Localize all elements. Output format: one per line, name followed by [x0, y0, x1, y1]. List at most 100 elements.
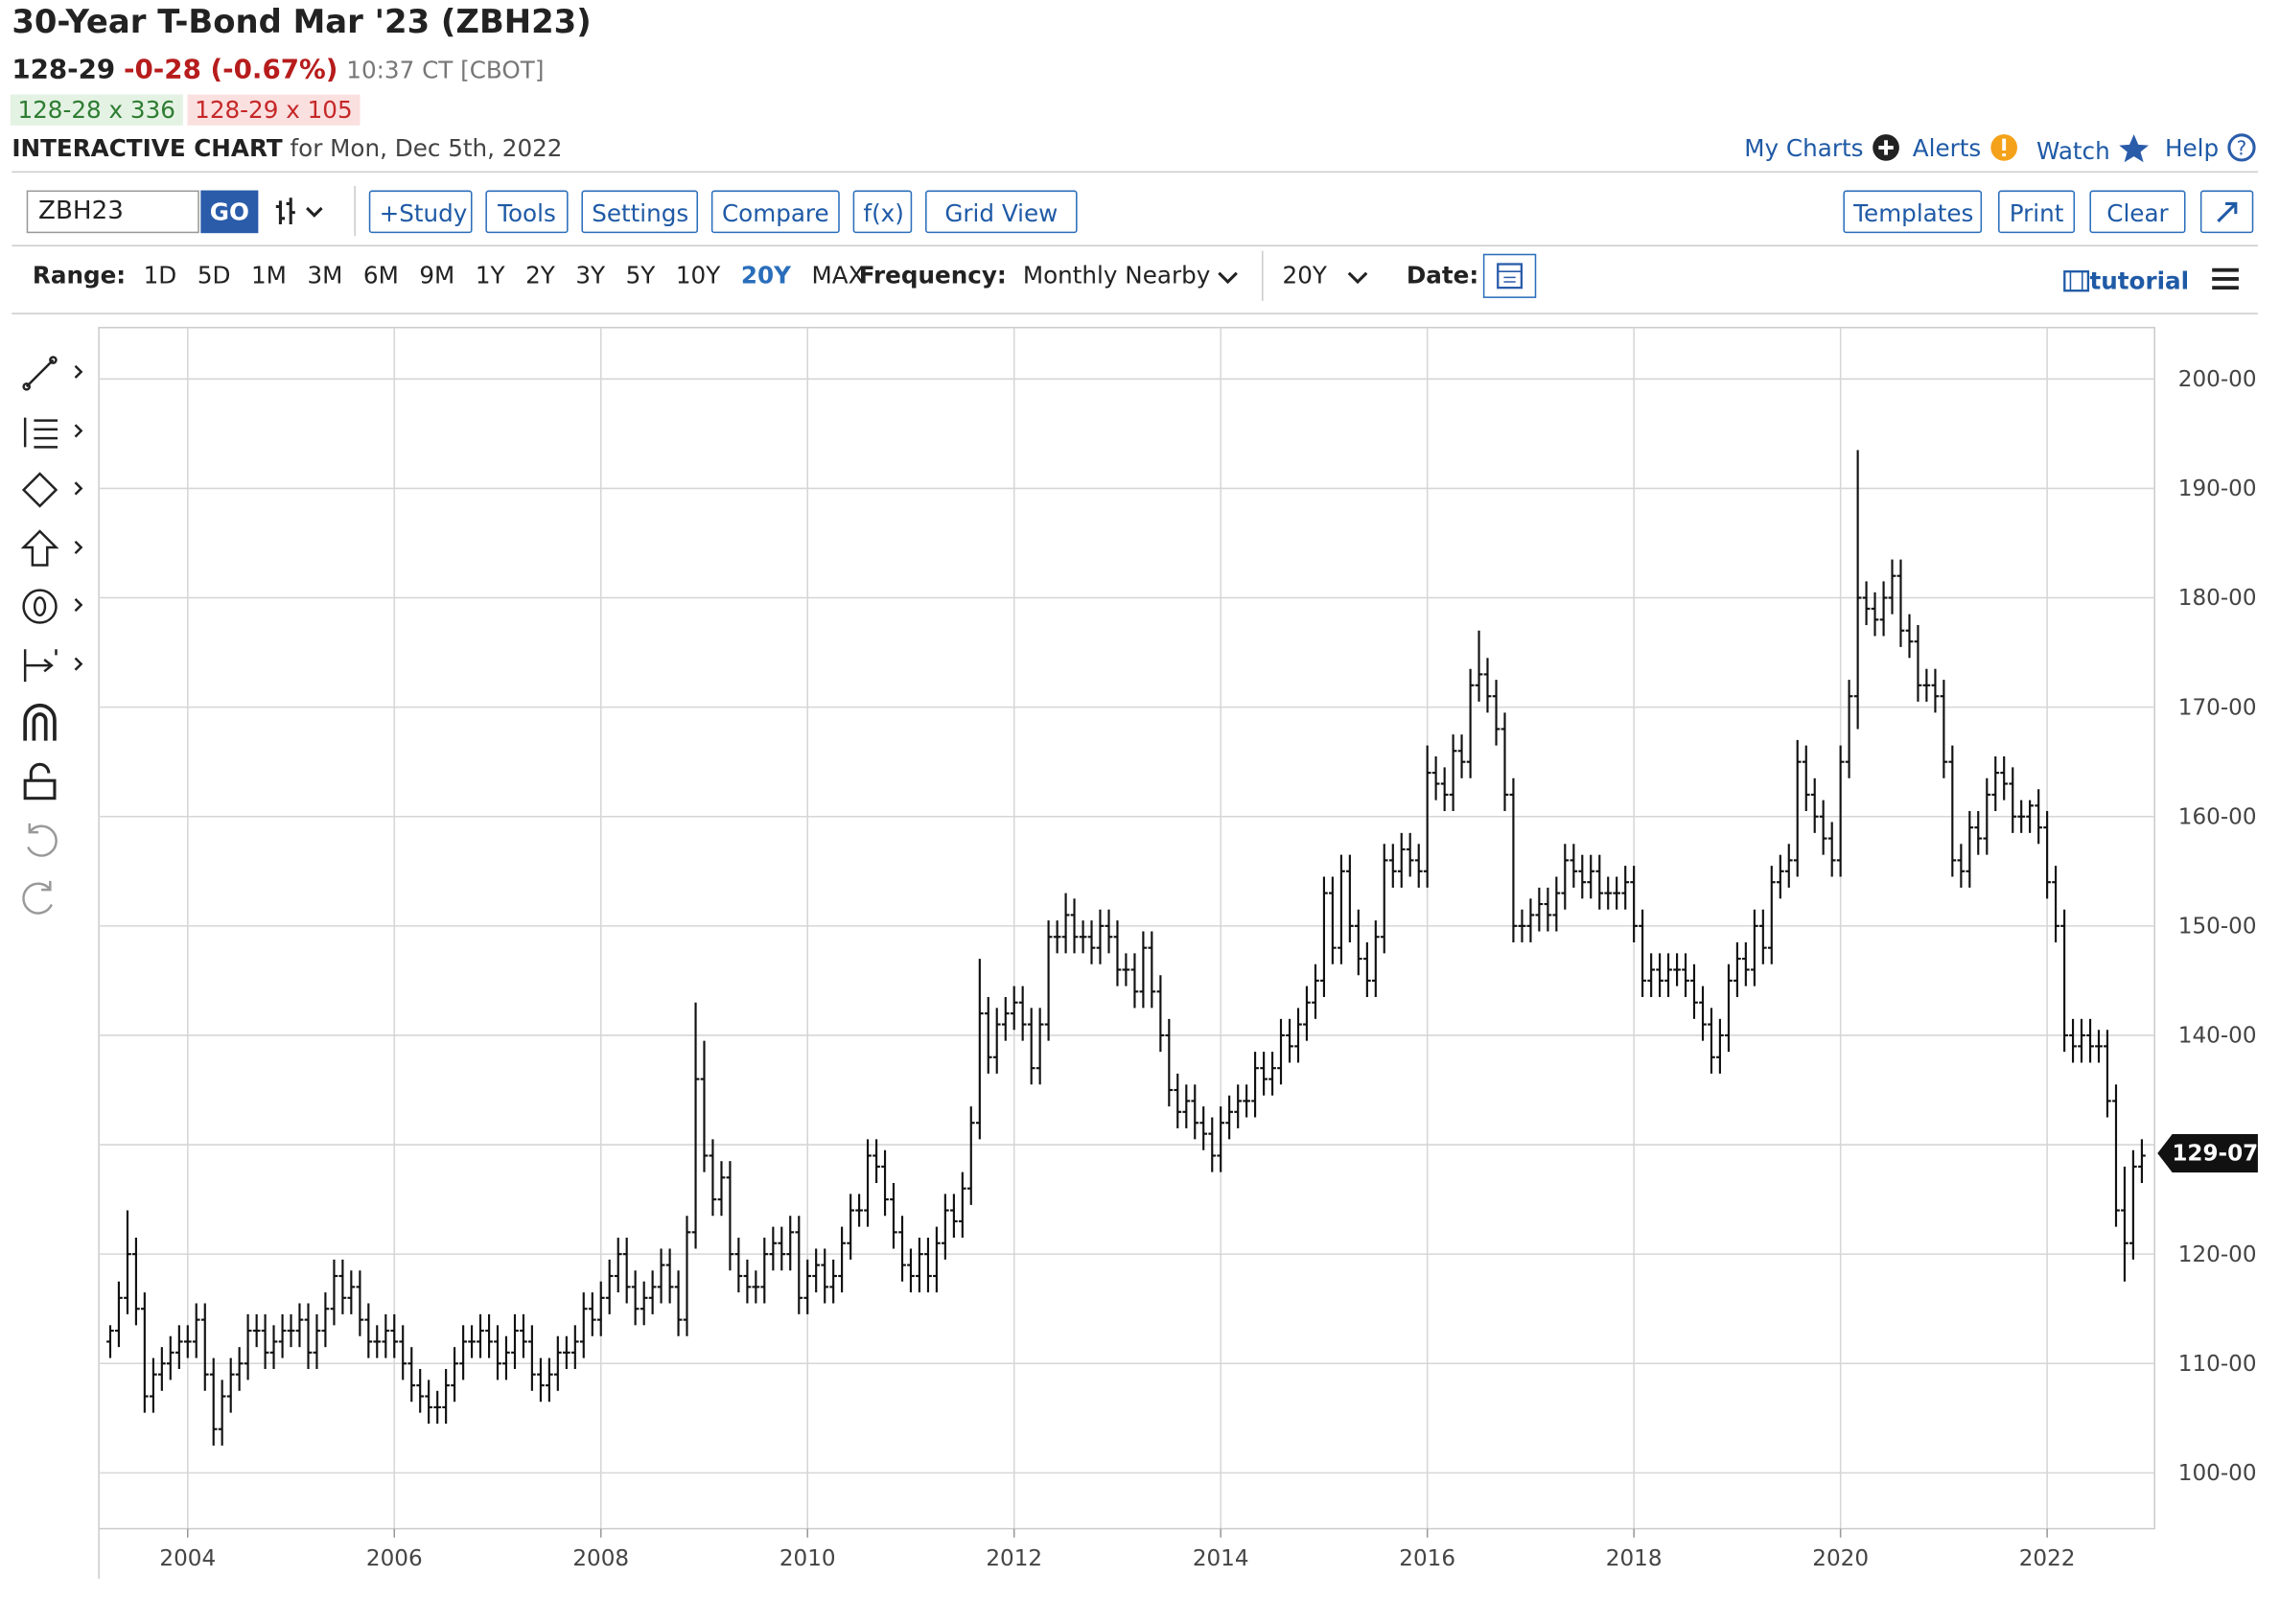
- y-tick-label: 190-00: [2178, 476, 2257, 501]
- change: -0-28 (-0.67%): [124, 54, 338, 86]
- frequency-select[interactable]: Monthly Nearby: [1022, 261, 1211, 290]
- bid: 128-28 x 336: [10, 94, 183, 126]
- tutorial-link[interactable]: tutorial: [2063, 267, 2189, 295]
- last-price-tag: [2157, 1133, 2258, 1172]
- nav-link[interactable]: My Charts: [1744, 134, 1864, 163]
- x-tick-label: 2022: [2019, 1546, 2076, 1571]
- plot-area: [98, 326, 2155, 1530]
- period-select[interactable]: 20Y: [1282, 261, 1327, 290]
- help[interactable]: Help ?: [2164, 133, 2256, 163]
- range-option[interactable]: 3M: [307, 261, 343, 290]
- tutorial-text[interactable]: tutorial: [2089, 267, 2190, 295]
- quote: 128-29 -0-28 (-0.67%) 10:37 CT [CBOT]: [12, 55, 544, 85]
- tool[interactable]: [23, 417, 83, 449]
- icon: [1872, 134, 1899, 161]
- last-price: 128-29: [12, 54, 116, 86]
- range-list: 1D 5D 1M 3M 6M 9M 1Y 2Y 3Y 5Y 10Y 20Y MAX: [144, 261, 885, 289]
- x-tick-label: 2012: [986, 1546, 1042, 1571]
- toolbar-button[interactable]: Grid View: [925, 190, 1078, 234]
- range-option[interactable]: 1D: [143, 261, 177, 290]
- divider: [12, 171, 2258, 174]
- frequency-label: Frequency:: [858, 261, 1007, 290]
- x-tick-label: 2014: [1193, 1546, 1249, 1571]
- drawing-tools: [20, 356, 83, 915]
- icon: [2063, 270, 2090, 292]
- ask: 128-29 x 105: [187, 94, 361, 126]
- toolbar-button[interactable]: Print: [1998, 190, 2076, 234]
- range-option[interactable]: 5Y: [625, 261, 656, 290]
- my-charts[interactable]: My Charts: [1744, 133, 1900, 163]
- y-tick-label: 150-00: [2178, 915, 2257, 940]
- tool[interactable]: [22, 589, 83, 624]
- separator: [1261, 250, 1264, 301]
- y-tick-label: 120-00: [2178, 1242, 2257, 1267]
- tool[interactable]: [20, 529, 83, 567]
- toolbar-button[interactable]: Templates: [1843, 190, 1983, 234]
- nav-link[interactable]: Watch: [2036, 137, 2110, 166]
- range-option[interactable]: 9M: [419, 261, 455, 290]
- range-option[interactable]: 1M: [250, 261, 287, 290]
- title: 30-Year T-Bond Mar '23 (ZBH23): [12, 4, 592, 42]
- chevron: [1347, 271, 1368, 285]
- x-tick-label: 2004: [159, 1546, 216, 1571]
- tool[interactable]: [27, 823, 58, 857]
- time: 10:37 CT [CBOT]: [346, 56, 545, 84]
- tool[interactable]: [23, 703, 57, 741]
- alerts[interactable]: Alerts: [1912, 133, 2018, 163]
- nav-link[interactable]: Alerts: [1912, 134, 1982, 163]
- last-price-label: 129-07: [2172, 1142, 2258, 1167]
- icon: [2217, 201, 2238, 222]
- range-option[interactable]: 20Y: [740, 261, 791, 290]
- date-picker[interactable]: [1482, 253, 1537, 298]
- frequency: Frequency: Monthly Nearby: [859, 261, 1210, 289]
- tool[interactable]: [22, 356, 83, 391]
- toolbar-button[interactable]: Compare: [710, 190, 840, 234]
- y-tick-label: 170-00: [2178, 695, 2257, 720]
- nav-link[interactable]: Help: [2164, 134, 2220, 163]
- tool[interactable]: [21, 472, 83, 508]
- menu-icon[interactable]: [2211, 266, 2241, 292]
- toolbar-button[interactable]: Clear: [2089, 190, 2186, 234]
- tool[interactable]: [23, 762, 57, 800]
- tool[interactable]: [23, 649, 83, 683]
- tool[interactable]: [22, 880, 53, 915]
- chevron: [1218, 271, 1238, 285]
- range-option[interactable]: 10Y: [675, 261, 721, 290]
- x-tick-label: 2008: [572, 1546, 629, 1571]
- x-tick-label: 2016: [1399, 1546, 1455, 1571]
- svg-text:?: ?: [2236, 137, 2246, 160]
- range-option[interactable]: 6M: [362, 261, 399, 290]
- icon: ?: [2226, 133, 2255, 162]
- watch[interactable]: Watch: [2036, 133, 2150, 166]
- x-tick-label: 2010: [779, 1546, 836, 1571]
- separator: [354, 185, 356, 237]
- symbol-input[interactable]: ZBH23: [26, 190, 199, 234]
- fullscreen-button[interactable]: [2199, 190, 2254, 234]
- divider: [12, 313, 2258, 314]
- range-option[interactable]: 5D: [197, 261, 231, 290]
- x-tick-label: 2018: [1606, 1546, 1663, 1571]
- range-option[interactable]: 3Y: [575, 261, 606, 290]
- chart-label: INTERACTIVE CHART: [12, 134, 283, 163]
- range-label: Range:: [32, 261, 127, 290]
- x-tick-label: 2006: [366, 1546, 423, 1571]
- go-button[interactable]: GO: [200, 190, 259, 234]
- date-label: Date:: [1406, 261, 1479, 290]
- range-option[interactable]: MAX: [811, 261, 865, 290]
- toolbar-button[interactable]: +Study: [368, 190, 473, 234]
- range-option[interactable]: 1Y: [475, 261, 505, 290]
- y-tick-label: 200-00: [2178, 367, 2257, 392]
- bar-type-menu[interactable]: [274, 195, 334, 230]
- range-option[interactable]: 2Y: [525, 261, 555, 290]
- divider: [12, 244, 2258, 247]
- y-tick-label: 140-00: [2178, 1024, 2257, 1049]
- y-tick-label: 110-00: [2178, 1352, 2257, 1377]
- chart-date: for Mon, Dec 5th, 2022: [290, 134, 563, 163]
- icon: [1497, 263, 1524, 290]
- icon: [1989, 134, 2017, 161]
- toolbar-button[interactable]: Tools: [485, 190, 569, 234]
- toolbar-button[interactable]: f(x): [852, 190, 913, 234]
- toolbar-button[interactable]: Settings: [581, 190, 699, 234]
